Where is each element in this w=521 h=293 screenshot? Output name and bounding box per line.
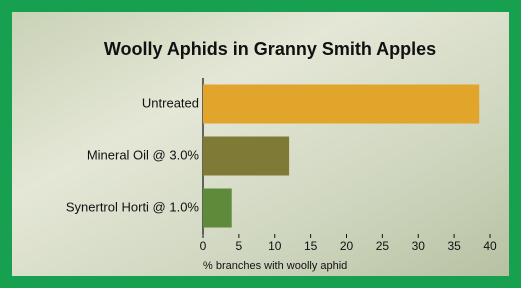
x-axis-label: % branches with woolly aphid [203,260,347,272]
chart: Woolly Aphids in Granny Smith Apples % b… [0,0,521,288]
x-tick-label: 10 [268,239,282,253]
y-tick-label: Untreated [142,95,199,110]
bar [203,137,289,176]
x-tick-label: 0 [200,239,207,253]
x-tick-label: 15 [304,239,318,253]
y-tick-label: Mineral Oil @ 3.0% [87,147,200,162]
x-tick-label: 20 [340,239,354,253]
x-tick-label: 35 [447,239,461,253]
chart-title: Woolly Aphids in Granny Smith Apples [104,39,436,59]
page: Woolly Aphids in Granny Smith Apples % b… [0,0,521,293]
y-tick-label: Synertrol Horti @ 1.0% [66,199,200,214]
x-tick-label: 5 [236,239,243,253]
x-tick-label: 40 [483,239,497,253]
bar [203,189,232,228]
bar [203,85,479,124]
x-tick-label: 25 [376,239,390,253]
x-tick-label: 30 [412,239,426,253]
